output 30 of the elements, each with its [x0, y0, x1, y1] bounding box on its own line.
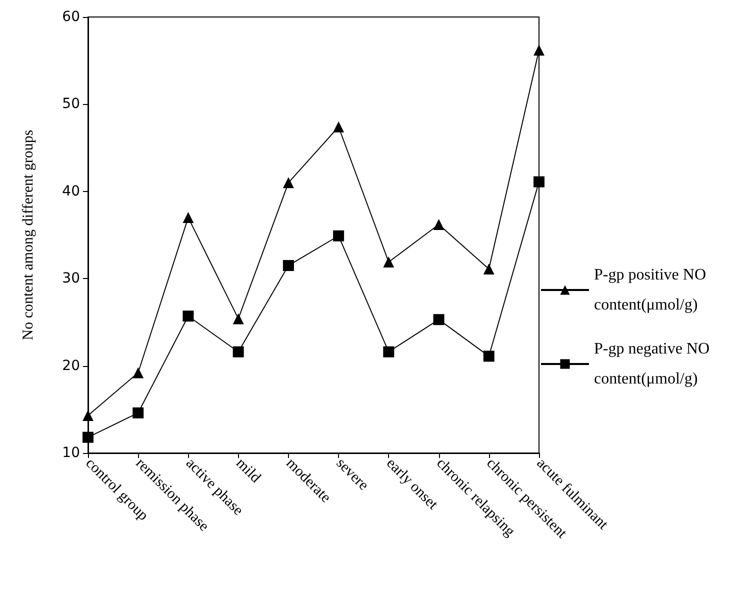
- point: [383, 256, 394, 268]
- y-tick-label: 20: [62, 358, 80, 374]
- y-tick-label: 10: [62, 445, 80, 461]
- y-axis-title: No content among different groups: [20, 130, 36, 340]
- y-tick-label: 40: [62, 183, 80, 200]
- point: [82, 432, 94, 443]
- point: [232, 346, 244, 358]
- x-tick-label: mild: [232, 455, 264, 486]
- y-tick-label: 30: [62, 270, 80, 287]
- point: [483, 264, 494, 275]
- point: [182, 212, 194, 224]
- point: [433, 219, 444, 230]
- point: [483, 350, 494, 362]
- point: [182, 310, 194, 322]
- legend-label: P-gp positive NO content(μmol/g): [594, 266, 706, 314]
- legend-label: P-gp negative NO content(μmol/g): [594, 340, 710, 388]
- point: [534, 176, 544, 188]
- point: [282, 260, 294, 272]
- y-tick-label: 60: [62, 9, 80, 25]
- point: [132, 367, 144, 378]
- point: [232, 313, 244, 324]
- point: [433, 314, 444, 326]
- point: [132, 407, 144, 418]
- point: [282, 177, 294, 188]
- point: [82, 410, 94, 422]
- point: [383, 346, 394, 358]
- point: [333, 121, 344, 132]
- point: [534, 44, 544, 56]
- point: [333, 230, 344, 242]
- y-tick-label: 50: [62, 96, 80, 112]
